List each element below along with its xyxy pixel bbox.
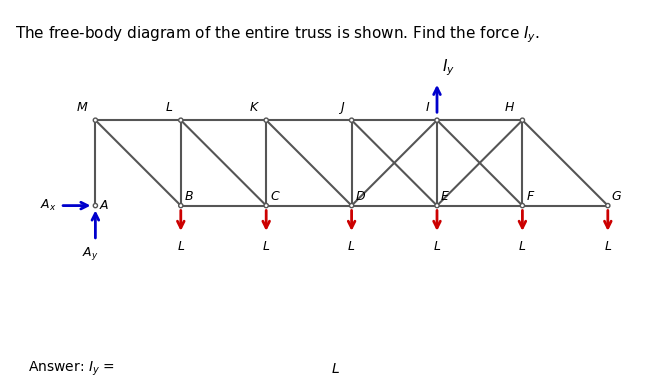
Text: J: J: [340, 101, 343, 114]
Text: L: L: [604, 240, 611, 253]
Circle shape: [93, 118, 97, 122]
Text: G: G: [612, 190, 621, 202]
Text: L: L: [348, 240, 355, 253]
Text: I: I: [425, 101, 429, 114]
Circle shape: [520, 204, 524, 208]
Text: D: D: [355, 190, 365, 202]
Text: A: A: [99, 199, 108, 212]
Text: M: M: [77, 101, 88, 114]
Text: L: L: [166, 101, 173, 114]
Circle shape: [178, 204, 183, 208]
Text: B: B: [185, 190, 194, 202]
Text: Answer: $I_y$ =: Answer: $I_y$ =: [28, 360, 115, 378]
FancyBboxPatch shape: [129, 360, 319, 387]
Text: F: F: [526, 190, 534, 202]
Text: $A_y$: $A_y$: [82, 245, 99, 262]
Circle shape: [520, 118, 524, 122]
Text: L: L: [519, 240, 526, 253]
Text: L: L: [177, 240, 184, 253]
Circle shape: [349, 118, 353, 122]
Circle shape: [435, 118, 439, 122]
Circle shape: [349, 204, 353, 208]
Circle shape: [264, 204, 269, 208]
Text: $A_x$: $A_x$: [40, 198, 56, 213]
Circle shape: [178, 118, 183, 122]
Circle shape: [435, 204, 439, 208]
Title: The free-body diagram of the entire truss is shown. Find the force $I_y$.: The free-body diagram of the entire trus…: [15, 25, 540, 45]
Circle shape: [606, 204, 610, 208]
Text: L: L: [332, 362, 339, 376]
Text: L: L: [263, 240, 270, 253]
Circle shape: [93, 204, 97, 208]
Text: L: L: [434, 240, 440, 253]
Text: $I_y$: $I_y$: [442, 57, 455, 78]
Text: E: E: [441, 190, 449, 202]
Circle shape: [264, 118, 269, 122]
Text: H: H: [505, 101, 514, 114]
Text: K: K: [250, 101, 258, 114]
Text: C: C: [271, 190, 279, 202]
